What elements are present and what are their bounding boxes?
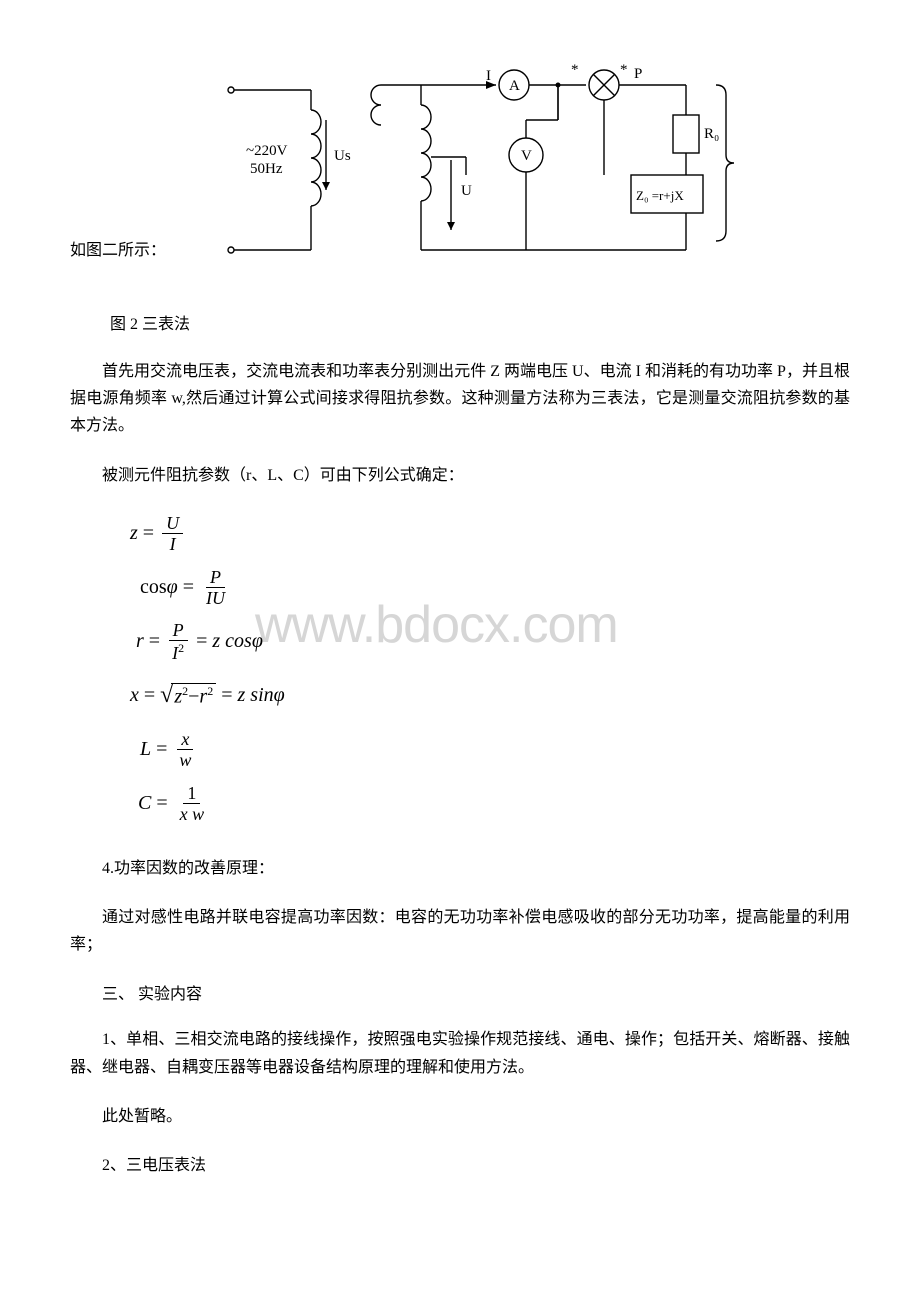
v-label: V <box>521 148 532 164</box>
src-line1: ~220V <box>246 143 288 159</box>
r0-label: R₀ <box>704 126 719 142</box>
formula-z: z = UI <box>130 511 850 557</box>
paragraph-4: 通过对感性电路并联电容提高功率因数：电容的无功功率补偿电感吸收的部分无功功率，提… <box>70 904 850 958</box>
formula-l: L = xw <box>140 727 850 773</box>
formula-r: r = PI2 = z cos φ <box>136 619 850 665</box>
formula-c: C = 1x w <box>138 781 850 827</box>
paragraph-2: 被测元件阻抗参数（r、L、C）可由下列公式确定： <box>70 462 850 489</box>
us-label: Us <box>334 148 351 164</box>
formula-cos: cos φ = PIU <box>140 565 850 611</box>
p-label: P <box>634 66 642 82</box>
paragraph-7: 此处暂略。 <box>70 1103 850 1130</box>
star2: * <box>620 62 628 78</box>
figure-row: 如图二所示： <box>70 60 850 270</box>
paragraph-1: 首先用交流电压表，交流电流表和功率表分别测出元件 Z 两端电压 U、电流 I 和… <box>70 358 850 440</box>
u-label: U <box>461 183 472 199</box>
paragraph-3: 4.功率因数的改善原理： <box>70 855 850 882</box>
paragraph-5: 三、 实验内容 <box>70 980 850 1004</box>
src-line2: 50Hz <box>250 161 283 177</box>
paragraph-8: 2、三电压表法 <box>70 1152 850 1179</box>
a-label: A <box>509 78 520 94</box>
figure-caption: 图 2 三表法 <box>110 310 850 334</box>
star1: * <box>571 62 579 78</box>
formula-block: z = UI cos φ = PIU r = PI2 = z cos φ x =… <box>130 511 850 827</box>
formula-x: x = √z2−r2 = z sin φ <box>130 673 850 719</box>
figure-inline-label: 如图二所示： <box>70 236 166 260</box>
paragraph-6: 1、单相、三相交流电路的接线操作，按照强电实验操作规范接线、通电、操作；包括开关… <box>70 1026 850 1080</box>
circuit-diagram: ~220V 50Hz Us U I A V P R₀ Z₀ =r+jX Z₁,₂… <box>176 60 736 270</box>
z0-label: Z₀ =r+jX <box>636 188 684 203</box>
